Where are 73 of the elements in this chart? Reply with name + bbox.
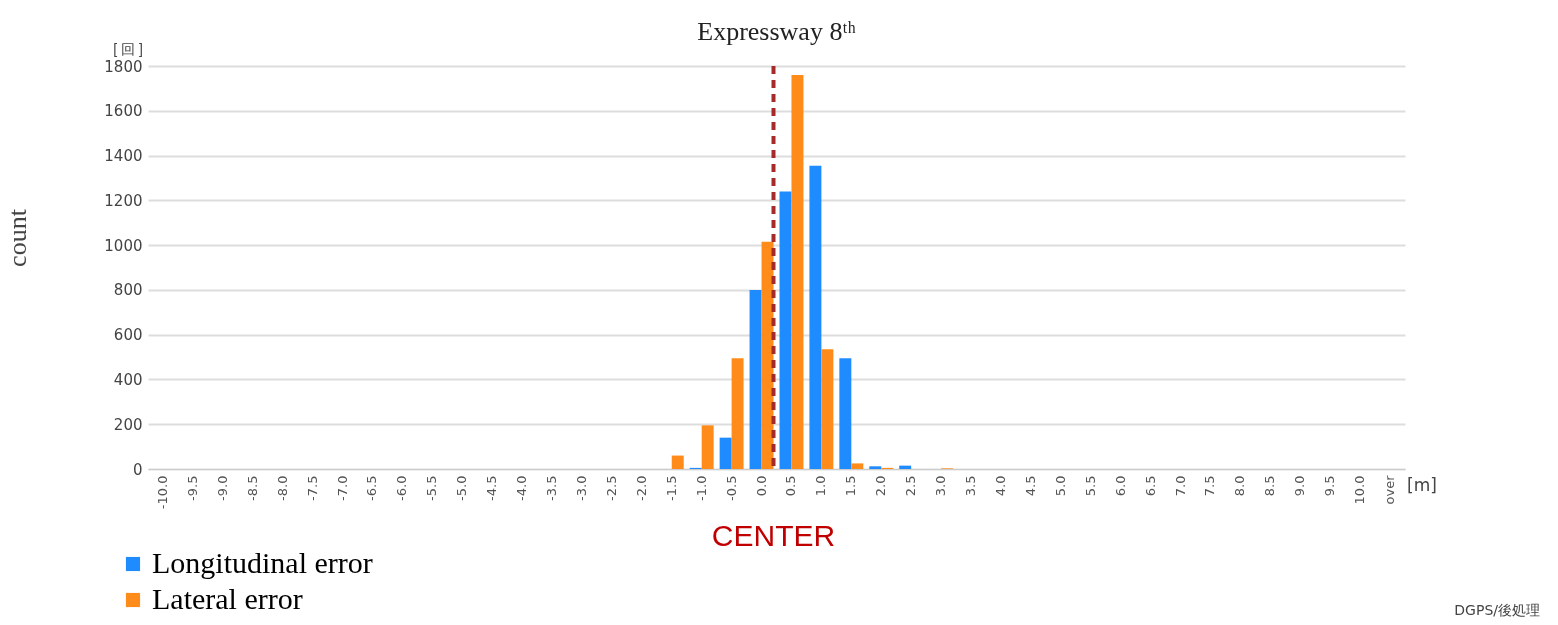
y-axis-title: count: [2, 208, 32, 267]
x-tick-label: 2.5: [903, 475, 919, 497]
bar: [851, 463, 864, 469]
y-tick-label: 1800: [104, 57, 143, 76]
x-tick-label: -0.5: [723, 475, 739, 501]
x-tick-label: 9.0: [1292, 475, 1308, 497]
x-tick-label: -10.0: [154, 475, 170, 510]
bar: [731, 358, 744, 469]
x-tick-label: 6.5: [1142, 475, 1158, 497]
bar: [791, 74, 804, 469]
y-tick-label: 200: [113, 415, 143, 434]
x-tick-label: -7.0: [334, 475, 350, 501]
x-tick-label: 2.0: [873, 475, 889, 497]
x-tick-label: -1.5: [663, 475, 679, 501]
bar: [839, 358, 852, 469]
x-tick-label: 5.0: [1052, 475, 1068, 497]
x-tick-label: 3.0: [933, 475, 949, 497]
x-tick-label: -4.0: [514, 475, 530, 501]
y-tick-label: 1000: [104, 236, 143, 255]
x-tick-label: -3.0: [573, 475, 589, 501]
x-tick-label: 1.0: [813, 475, 829, 497]
x-tick-label: 6.0: [1112, 475, 1128, 497]
bar: [779, 191, 792, 469]
x-tick-label: 0.0: [753, 475, 769, 497]
x-tick-label: 10.0: [1352, 475, 1368, 505]
x-tick-label: 5.5: [1082, 475, 1098, 497]
x-tick-label: -2.0: [633, 475, 649, 501]
x-tick-label: -3.5: [544, 475, 560, 501]
x-axis-title: [m]: [1407, 475, 1437, 495]
y-tick-label: 400: [113, 370, 143, 389]
x-tick-label: 4.5: [1022, 475, 1038, 497]
x-tick-label: -9.5: [184, 475, 200, 501]
y-tick-label: 1400: [104, 147, 143, 166]
bar: [749, 289, 762, 469]
x-tick-label: over: [1382, 474, 1398, 505]
x-tick-label: -6.5: [364, 475, 380, 501]
bar: [899, 465, 912, 469]
legend-label: Longitudinal error: [152, 546, 373, 579]
bar: [719, 437, 732, 469]
x-tick-label: -8.5: [244, 475, 260, 501]
x-tick-label: 7.0: [1172, 475, 1188, 497]
y-tick-label: 800: [113, 281, 143, 300]
x-tick-label: -4.5: [484, 475, 500, 501]
text: DGPS/後処理: [1454, 602, 1540, 618]
x-tick-label: -2.5: [603, 475, 619, 501]
x-tick-label: -1.0: [693, 475, 709, 501]
bar: [809, 165, 822, 469]
x-tick-label: -8.0: [274, 475, 290, 501]
x-tick-label: -6.0: [394, 475, 410, 501]
x-tick-label: 9.5: [1322, 475, 1338, 497]
x-tick-label: -7.5: [304, 475, 320, 501]
x-tick-label: 7.5: [1202, 475, 1218, 497]
x-tick-label: 0.5: [783, 475, 799, 497]
x-tick-label: 3.5: [963, 475, 979, 497]
ref-line-label: CENTER: [711, 519, 836, 552]
x-tick-label: -5.5: [424, 475, 440, 501]
x-tick-label: 8.0: [1232, 475, 1248, 497]
y-tick-label: 1200: [104, 191, 143, 210]
y-tick-label: 1600: [104, 102, 143, 121]
text: [ 回 ]: [113, 41, 143, 57]
bar: [869, 466, 882, 469]
chart-title: Expressway 8ᵗʰ: [697, 17, 856, 46]
x-tick-label: 8.5: [1262, 475, 1278, 497]
y-tick-label: 0: [132, 460, 143, 479]
legend-label: Lateral error: [152, 582, 303, 615]
x-tick-label: -9.0: [214, 475, 230, 501]
x-tick-label: 1.5: [843, 475, 859, 497]
bar: [701, 425, 714, 469]
bar: [821, 349, 834, 469]
x-tick-label: -5.0: [454, 475, 470, 501]
y-tick-label: 600: [113, 326, 143, 345]
x-tick-label: 4.0: [992, 475, 1008, 497]
bar: [671, 455, 684, 469]
